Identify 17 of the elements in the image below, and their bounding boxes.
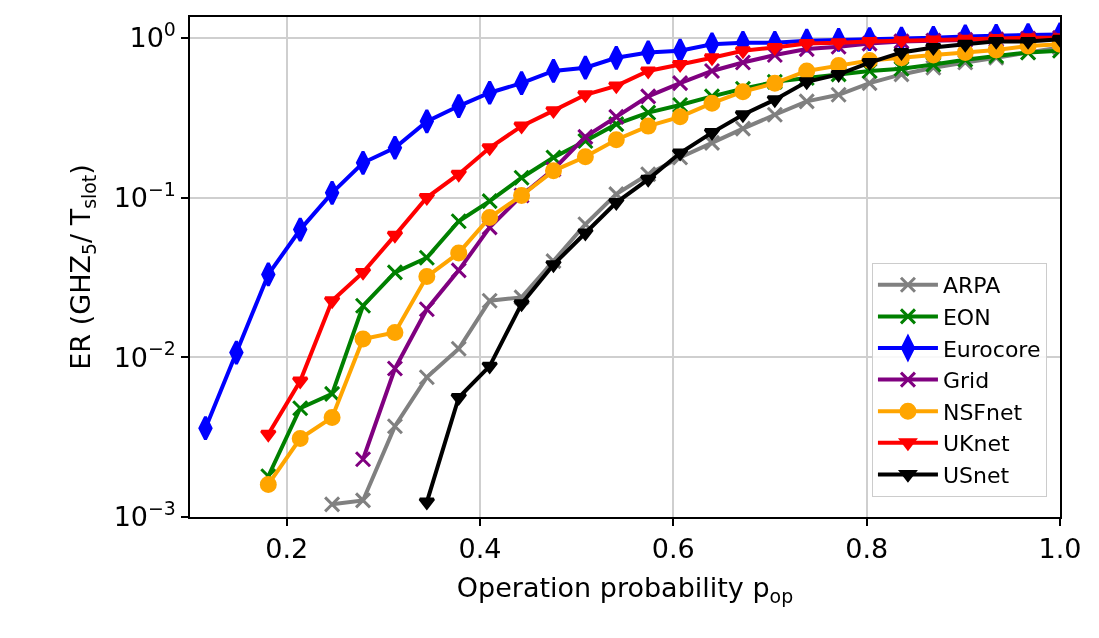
x-tick-label: 0.8 [845, 533, 889, 565]
y-tick-label: 10$^{0}$ [129, 17, 176, 54]
legend-label: EON [942, 304, 991, 330]
legend-label: NSFnet [942, 399, 1023, 425]
legend-label: ARPA [942, 273, 1001, 299]
legend-label: UKnet [942, 431, 1010, 457]
y-tick-label: 10$^{−1}$ [113, 177, 176, 213]
x-tick-label: 0.2 [265, 533, 309, 565]
x-tick-label: 0.4 [458, 533, 502, 565]
y-tick-label: 10$^{−2}$ [113, 337, 176, 373]
legend-label: USnet [942, 462, 1010, 488]
x-tick-label: 1.0 [1038, 533, 1082, 565]
legend-label: Grid [942, 368, 990, 394]
x-axis-title: Operation probability p$_{op}$ [456, 572, 794, 607]
legend-label: Eurocore [942, 336, 1041, 362]
y-tick-label: 10$^{−3}$ [113, 497, 176, 533]
x-tick-label: 0.6 [651, 533, 695, 565]
